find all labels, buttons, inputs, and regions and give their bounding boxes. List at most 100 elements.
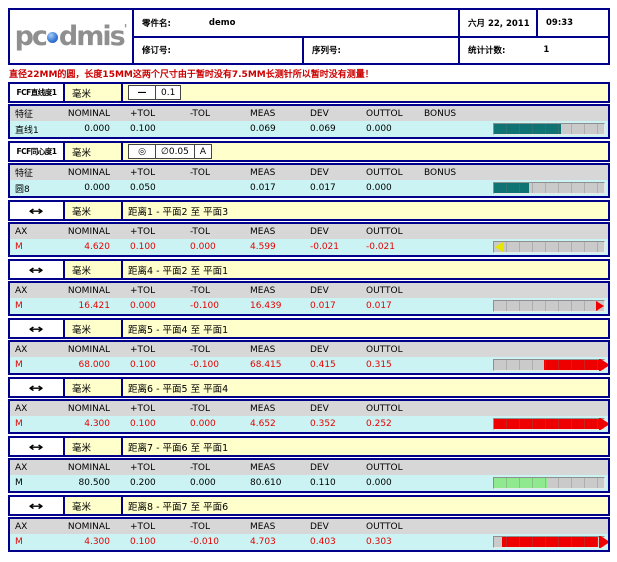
bar-cell: [492, 182, 608, 194]
fcf-tolerance-value: ∅0.05: [155, 144, 195, 159]
gdt-symbol-icon: —: [128, 85, 156, 100]
results-table: AX NOMINAL +TOL -TOL MEAS DEV OUTTOL M 4…: [8, 517, 610, 552]
unit-label: 毫米: [65, 84, 123, 101]
section-label-text: ↔: [28, 498, 45, 513]
column-header-row: 特征 NOMINAL +TOL -TOL MEAS DEV OUTTOL BON…: [10, 106, 608, 121]
logo-dot-icon: [46, 32, 58, 43]
measurement-section: ↔ 毫米 距离1 - 平面2 至 平面3 AX NOMINAL +TOL -TO…: [8, 200, 610, 257]
fcf-datum: A: [193, 144, 213, 159]
value-nominal: 16.421: [78, 301, 111, 311]
col-meas: MEAS: [250, 108, 276, 119]
measurement-row: M 16.421 0.000 -0.100 16.439 0.017 0.017: [10, 298, 608, 314]
value-plustol: 0.100: [130, 242, 156, 252]
value-meas: 0.069: [250, 124, 276, 134]
col-nominal: NOMINAL: [67, 167, 110, 178]
measurement-section: ↔ 毫米 距离8 - 平面7 至 平面6 AX NOMINAL +TOL -TO…: [8, 495, 610, 552]
value-outtol: 0.000: [366, 124, 392, 134]
tolerance-bar: [493, 359, 608, 371]
value-nominal: 0.000: [84, 124, 110, 134]
col-outtol: OUTTOL: [366, 344, 403, 355]
col-nominal: NOMINAL: [67, 462, 110, 473]
report-time: 09:33: [536, 10, 608, 36]
section-label: ↔: [10, 438, 65, 455]
unit-label: 毫米: [65, 497, 123, 514]
section-header-content: 距离7 - 平面6 至 平面1: [123, 438, 608, 455]
value-minustol: 0.000: [190, 419, 216, 429]
section-header: FCF直线度1 毫米 — 0.1: [8, 82, 610, 103]
section-label-text: ↔: [28, 321, 45, 336]
value-nominal: 4.620: [84, 242, 110, 252]
column-header-row: AX NOMINAL +TOL -TOL MEAS DEV OUTTOL: [10, 401, 608, 416]
col-minustol: -TOL: [190, 285, 211, 296]
col-dev: DEV: [310, 167, 329, 178]
sections-container: FCF直线度1 毫米 — 0.1 特征 NOMINAL +TOL -TOL ME…: [8, 82, 610, 552]
col-plustol: +TOL: [130, 226, 156, 237]
results-table: AX NOMINAL +TOL -TOL MEAS DEV OUTTOL M 4…: [8, 399, 610, 434]
results-table: AX NOMINAL +TOL -TOL MEAS DEV OUTTOL M 4…: [8, 222, 610, 257]
value-nominal: 0.000: [84, 183, 110, 193]
value-plustol: 0.100: [130, 537, 156, 547]
col-feature: AX: [15, 462, 28, 473]
value-outtol: 0.303: [366, 537, 392, 547]
measurement-row: M 4.620 0.100 0.000 4.599 -0.021 -0.021: [10, 239, 608, 255]
feature-name: M: [15, 242, 23, 252]
col-dev: DEV: [310, 285, 329, 296]
col-meas: MEAS: [250, 285, 276, 296]
value-minustol: -0.100: [190, 301, 220, 311]
stat-count-value: 1: [543, 45, 550, 56]
report-date: 六月 22, 2011: [458, 10, 536, 36]
col-minustol: -TOL: [190, 226, 211, 237]
col-dev: DEV: [310, 226, 329, 237]
section-header-content: 距离1 - 平面2 至 平面3: [123, 202, 608, 219]
serial-label: 序列号:: [312, 46, 341, 57]
column-header-row: AX NOMINAL +TOL -TOL MEAS DEV OUTTOL: [10, 460, 608, 475]
col-nominal: NOMINAL: [67, 403, 110, 414]
value-minustol: -0.010: [190, 537, 220, 547]
col-dev: DEV: [310, 403, 329, 414]
col-plustol: +TOL: [130, 403, 156, 414]
section-label: FCF直线度1: [10, 84, 65, 101]
col-plustol: +TOL: [130, 462, 156, 473]
col-dev: DEV: [310, 521, 329, 532]
column-header-row: AX NOMINAL +TOL -TOL MEAS DEV OUTTOL: [10, 283, 608, 298]
value-plustol: 0.050: [130, 183, 156, 193]
col-nominal: NOMINAL: [67, 226, 110, 237]
revision-cell: 修订号:: [134, 38, 302, 64]
stat-count-label: 统计计数:: [468, 46, 506, 57]
tolerance-bar: [493, 536, 608, 548]
warning-text: 直径22MM的圆，长度15MM这两个尺寸由于暂时没有7.5MM长测针所以暂时没有…: [9, 70, 374, 80]
unit-label: 毫米: [65, 320, 123, 337]
section-header-content: 距离5 - 平面4 至 平面1: [123, 320, 608, 337]
unit-label: 毫米: [65, 438, 123, 455]
unit-label: 毫米: [65, 202, 123, 219]
value-dev: 0.352: [310, 419, 336, 429]
col-outtol: OUTTOL: [366, 403, 403, 414]
section-label-text: ↔: [28, 439, 45, 454]
value-meas: 16.439: [250, 301, 282, 311]
dimension-title: 距离4 - 平面2 至 平面1: [128, 265, 229, 277]
measurement-row: M 68.000 0.100 -0.100 68.415 0.415 0.315: [10, 357, 608, 373]
col-feature: AX: [15, 403, 28, 414]
results-table: AX NOMINAL +TOL -TOL MEAS DEV OUTTOL M 8…: [8, 458, 610, 493]
value-outtol: 0.017: [366, 301, 392, 311]
col-minustol: -TOL: [190, 167, 211, 178]
value-outtol: 0.000: [366, 478, 392, 488]
unit-label: 毫米: [65, 379, 123, 396]
tolerance-bar: [493, 418, 608, 430]
col-feature: AX: [15, 521, 28, 532]
col-meas: MEAS: [250, 226, 276, 237]
section-label: ↔: [10, 202, 65, 219]
dimension-title: 距离5 - 平面4 至 平面1: [128, 324, 229, 336]
measurement-section: FCF同心度1 毫米 ◎ ∅0.05 A 特征 NOMINAL +TOL -TO…: [8, 141, 610, 198]
section-header: FCF同心度1 毫米 ◎ ∅0.05 A: [8, 141, 610, 162]
section-header: ↔ 毫米 距离8 - 平面7 至 平面6: [8, 495, 610, 516]
col-meas: MEAS: [250, 403, 276, 414]
header-row-2: 修订号: 序列号: 统计计数: 1: [134, 37, 608, 64]
col-feature: 特征: [15, 169, 34, 179]
bar-cell: [492, 300, 608, 312]
value-nominal: 4.300: [84, 537, 110, 547]
tolerance-bar: [493, 123, 605, 135]
section-header-content: ◎ ∅0.05 A: [123, 143, 608, 160]
fcf-frame: — 0.1: [128, 85, 182, 100]
part-name-cell: 零件名: demo: [134, 10, 458, 36]
